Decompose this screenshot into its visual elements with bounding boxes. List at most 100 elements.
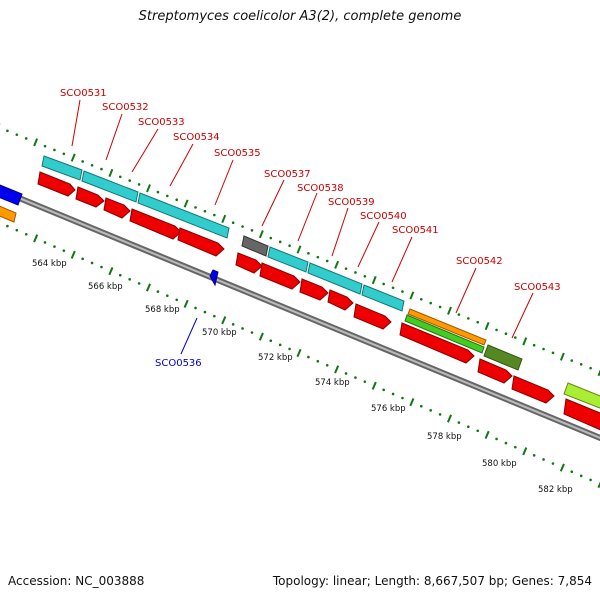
scale-minor-tick xyxy=(382,388,385,392)
scale-major-tick xyxy=(33,138,39,147)
scale-minor-tick xyxy=(514,445,517,449)
scale-minor-tick xyxy=(194,206,197,209)
scale-minor-tick xyxy=(6,129,9,133)
scale-minor-tick xyxy=(288,347,291,351)
cds-feature[interactable] xyxy=(267,246,309,273)
gene-label[interactable]: SCO0536 xyxy=(155,358,202,369)
cds-feature[interactable] xyxy=(477,358,513,384)
scale-minor-tick xyxy=(118,273,122,277)
cds-feature[interactable] xyxy=(259,262,301,290)
accession-text: Accession: NC_003888 xyxy=(8,574,145,588)
gene-label[interactable]: SCO0531 xyxy=(60,88,107,99)
cds-feature[interactable] xyxy=(103,197,131,219)
gene-label[interactable]: SCO0533 xyxy=(138,117,185,128)
scale-minor-tick xyxy=(175,198,179,202)
cds-feature[interactable] xyxy=(327,289,354,311)
cds-feature[interactable] xyxy=(241,235,269,257)
scale-minor-tick xyxy=(6,224,9,228)
scale-major-tick xyxy=(409,291,415,300)
scale-minor-tick xyxy=(288,244,291,247)
gene-label[interactable]: SCO0532 xyxy=(102,102,149,113)
feature-track xyxy=(0,155,600,434)
scale-major-tick xyxy=(183,299,189,308)
gene-label[interactable]: SCO0542 xyxy=(456,256,503,267)
scale-major-tick xyxy=(33,234,39,243)
gene-label[interactable]: SCO0539 xyxy=(328,197,375,208)
scale-minor-tick xyxy=(213,213,216,217)
scale-minor-tick xyxy=(81,257,84,261)
scale-minor-tick xyxy=(81,160,84,163)
scale-minor-tick xyxy=(128,179,131,182)
scale-major-tick xyxy=(371,276,377,285)
gene-label[interactable]: SCO0543 xyxy=(514,282,561,293)
scale-minor-tick xyxy=(419,404,423,408)
cds-feature[interactable] xyxy=(0,203,17,223)
scale-minor-tick xyxy=(325,259,329,263)
scale-minor-tick xyxy=(24,232,28,236)
scale-major-tick xyxy=(484,430,490,439)
scale-minor-tick xyxy=(429,409,432,412)
scale-minor-tick xyxy=(438,413,442,416)
cds-feature[interactable] xyxy=(407,308,487,346)
cds-feature[interactable] xyxy=(563,382,600,412)
gene-label[interactable]: SCO0534 xyxy=(173,132,220,143)
cds-feature[interactable] xyxy=(404,314,485,354)
scale-major-tick xyxy=(597,369,600,377)
scale-major-tick xyxy=(522,447,528,456)
scale-minor-tick xyxy=(514,336,517,339)
scale-minor-tick xyxy=(53,245,56,248)
scale-track-upper xyxy=(0,123,600,377)
gene-label[interactable]: SCO0535 xyxy=(214,148,261,159)
scale-major-tick xyxy=(183,199,189,208)
backbone xyxy=(0,186,600,442)
gene-label[interactable]: SCO0541 xyxy=(392,225,439,236)
scale-major-tick xyxy=(559,463,565,472)
scale-major-tick xyxy=(371,381,377,390)
scale-minor-tick xyxy=(90,261,94,265)
cds-feature[interactable] xyxy=(399,322,475,364)
cds-feature[interactable] xyxy=(129,208,182,240)
cds-feature[interactable] xyxy=(41,155,83,181)
cds-feature[interactable] xyxy=(361,284,405,312)
cds-feature[interactable] xyxy=(511,375,555,404)
scale-minor-tick xyxy=(419,297,423,301)
gene-label[interactable]: SCO0540 xyxy=(360,211,407,222)
cds-feature[interactable] xyxy=(37,171,76,197)
scale-minor-tick xyxy=(278,343,282,347)
scale-minor-tick xyxy=(137,282,141,285)
cds-feature[interactable] xyxy=(563,398,600,434)
scale-minor-tick xyxy=(354,271,357,274)
scale-minor-tick xyxy=(15,133,19,136)
scale-labels: 564 kbp 566 kbp 568 kbp 570 kbp 572 kbp … xyxy=(32,259,573,495)
scale-label: 570 kbp xyxy=(202,328,237,338)
cds-feature[interactable] xyxy=(81,170,139,203)
scale-minor-tick xyxy=(90,163,94,167)
scale-major-tick xyxy=(296,348,302,358)
gene-labels: SCO0531 SCO0532 SCO0533 SCO0534 SCO0535 … xyxy=(60,88,561,369)
scale-major-tick xyxy=(446,414,453,423)
scale-minor-tick xyxy=(504,441,508,445)
cds-feature[interactable] xyxy=(307,262,363,295)
page-title: Streptomyces coelicolor A3(2), complete … xyxy=(138,9,462,24)
scale-minor-tick xyxy=(570,470,574,474)
scale-minor-tick xyxy=(166,194,169,198)
cds-feature[interactable] xyxy=(0,183,23,206)
gene-label[interactable]: SCO0538 xyxy=(297,183,344,194)
cds-feature[interactable] xyxy=(137,192,230,239)
scale-minor-tick xyxy=(269,236,273,240)
scale-major-tick xyxy=(221,316,227,325)
cds-feature[interactable] xyxy=(353,303,392,330)
scale-minor-tick xyxy=(401,396,404,400)
scale-minor-tick xyxy=(62,249,66,252)
scale-major-tick xyxy=(334,365,340,374)
gene-label[interactable]: SCO0537 xyxy=(264,169,311,180)
cds-feature[interactable] xyxy=(299,278,329,301)
cds-feature[interactable] xyxy=(75,186,105,208)
cds-feature[interactable] xyxy=(177,227,225,257)
cds-feature[interactable] xyxy=(235,252,263,274)
genome-summary-text: Topology: linear; Length: 8,667,507 bp; … xyxy=(272,574,592,588)
cds-feature[interactable] xyxy=(483,344,523,371)
cds-feature-reverse[interactable] xyxy=(209,269,219,287)
scale-minor-tick xyxy=(43,241,47,244)
